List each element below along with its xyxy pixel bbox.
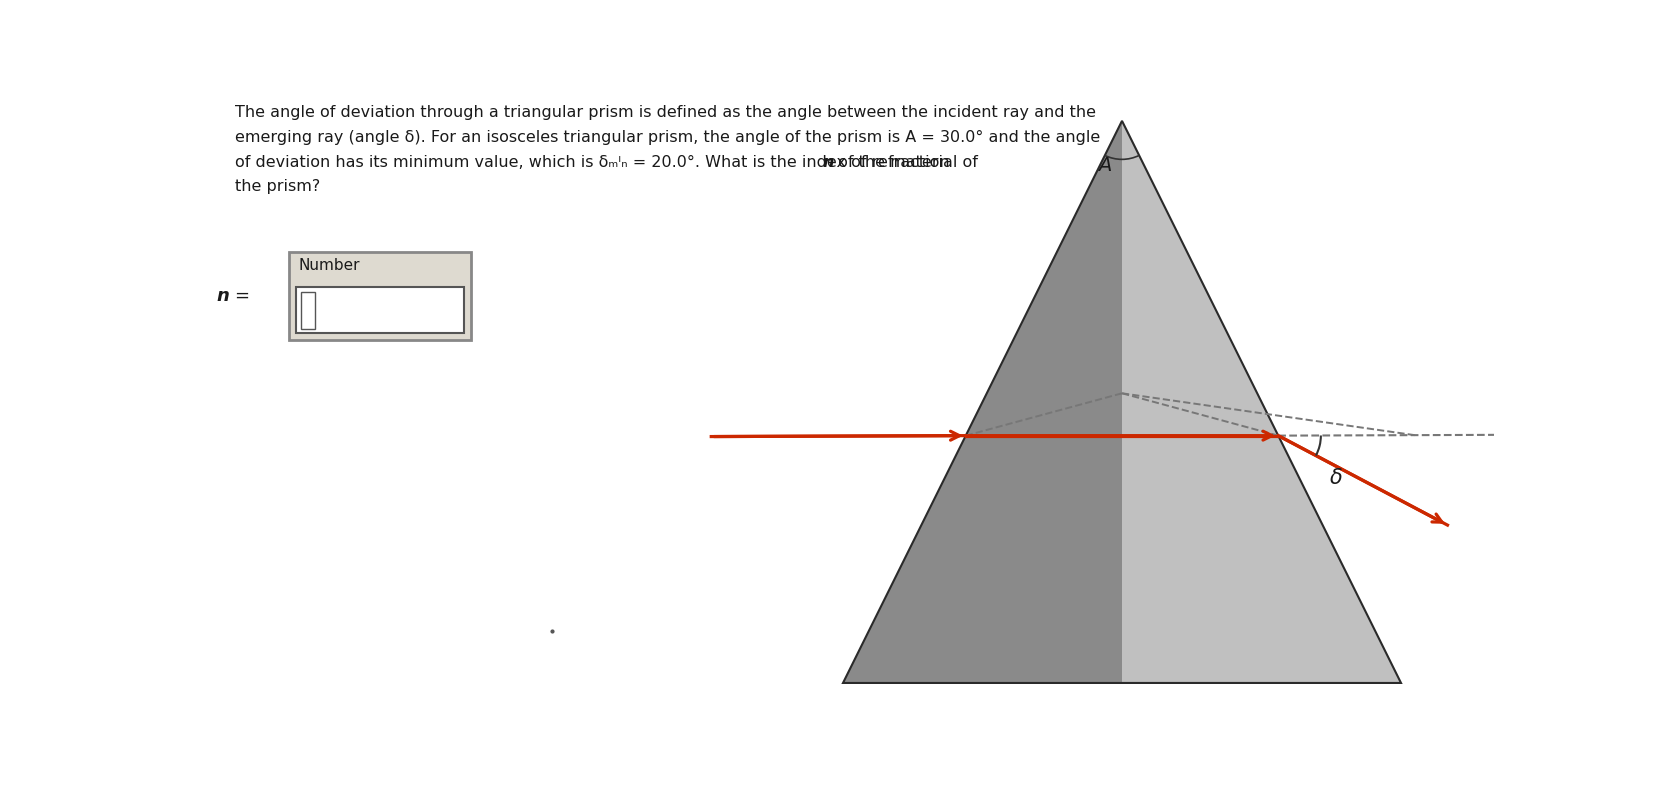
Text: $\delta$: $\delta$ xyxy=(1330,468,1343,488)
Text: the prism?: the prism? xyxy=(234,179,320,194)
Text: $\boldsymbol{n}$ =: $\boldsymbol{n}$ = xyxy=(216,287,251,305)
FancyBboxPatch shape xyxy=(295,287,465,334)
Text: Number: Number xyxy=(299,258,360,273)
Text: of deviation has its minimum value, which is δₘᴵₙ = 20.0°. What is the index of : of deviation has its minimum value, whic… xyxy=(234,155,954,170)
FancyBboxPatch shape xyxy=(289,252,471,340)
Polygon shape xyxy=(843,121,1122,683)
Polygon shape xyxy=(1122,121,1401,683)
FancyBboxPatch shape xyxy=(300,292,315,329)
Text: $A$: $A$ xyxy=(1097,156,1112,175)
Text: The angle of deviation through a triangular prism is defined as the angle betwee: The angle of deviation through a triangu… xyxy=(234,106,1096,121)
Text: emerging ray (angle δ). For an isosceles triangular prism, the angle of the pris: emerging ray (angle δ). For an isosceles… xyxy=(234,130,1101,145)
Text: of the material of: of the material of xyxy=(833,155,978,170)
Text: n: n xyxy=(822,155,833,170)
